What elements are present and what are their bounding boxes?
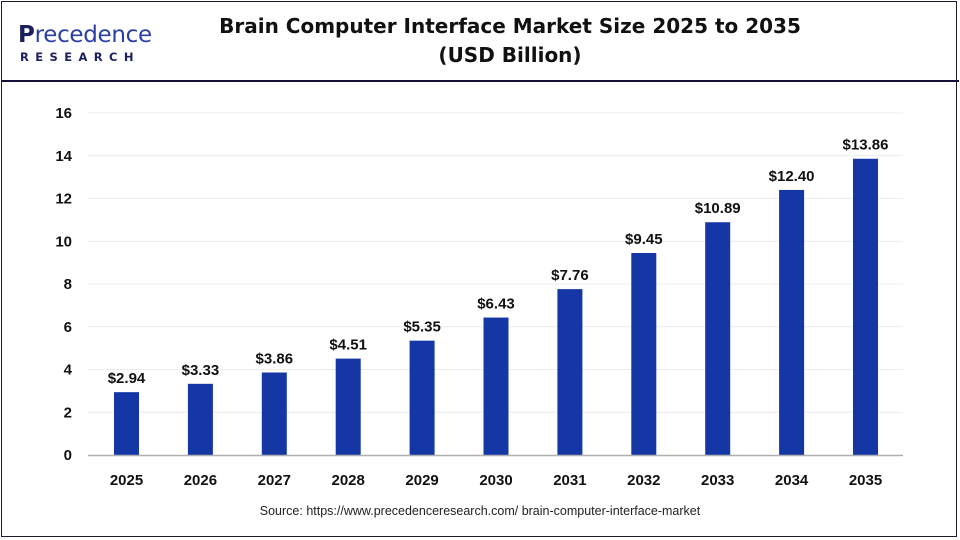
bar (483, 317, 509, 455)
data-label: $13.86 (843, 137, 889, 154)
x-tick-label: 2034 (775, 472, 809, 489)
x-tick-label: 2035 (849, 472, 882, 489)
data-label: $12.40 (769, 168, 815, 185)
x-tick-label: 2028 (332, 472, 365, 489)
data-label: $6.43 (477, 296, 515, 313)
logo-initial: P (18, 22, 35, 48)
x-tick-label: 2029 (405, 472, 438, 489)
x-tick-label: 2026 (184, 472, 217, 489)
bar (409, 340, 435, 455)
x-tick-label: 2025 (110, 472, 143, 489)
bar (853, 158, 878, 455)
bar (114, 392, 139, 455)
data-label: $9.45 (625, 231, 663, 248)
logo-subtext: RESEARCH (20, 50, 140, 64)
x-tick-label: 2030 (479, 472, 512, 489)
data-label: $7.76 (551, 267, 589, 284)
bar (261, 372, 287, 455)
x-tick-label: 2031 (553, 472, 586, 489)
y-tick-label: 0 (64, 447, 72, 464)
chart-subtitle: (USD Billion) (438, 43, 582, 67)
precedence-research-logo: Precedence RESEARCH (18, 22, 168, 64)
bar (779, 189, 805, 455)
data-label: $3.86 (256, 350, 294, 367)
data-label: $5.35 (403, 319, 441, 336)
logo-main-text: recedence (34, 22, 153, 48)
x-tick-label: 2033 (701, 472, 734, 489)
bar (187, 383, 213, 455)
y-tick-label: 8 (64, 276, 72, 293)
source-note: Source: https://www.precedenceresearch.c… (259, 504, 701, 518)
y-tick-label: 6 (64, 319, 72, 336)
bar (631, 253, 657, 455)
y-tick-label: 14 (55, 148, 72, 165)
bar (705, 222, 731, 455)
data-label: $3.33 (182, 362, 220, 379)
x-tick-label: 2027 (258, 472, 291, 489)
x-tick-label: 2032 (627, 472, 660, 489)
data-label: $10.89 (695, 200, 741, 217)
logo-wordmark: Precedence (18, 22, 152, 48)
y-tick-label: 2 (64, 404, 72, 421)
y-tick-label: 12 (55, 191, 72, 208)
y-tick-label: 16 (55, 105, 72, 122)
bar (557, 289, 583, 455)
y-tick-label: 10 (55, 233, 72, 250)
y-tick-label: 4 (64, 362, 73, 379)
bar (335, 358, 361, 455)
chart-title: Brain Computer Interface Market Size 202… (219, 14, 801, 38)
data-label: $4.51 (329, 337, 367, 354)
header-divider (1, 80, 959, 82)
data-label: $2.94 (108, 370, 146, 387)
